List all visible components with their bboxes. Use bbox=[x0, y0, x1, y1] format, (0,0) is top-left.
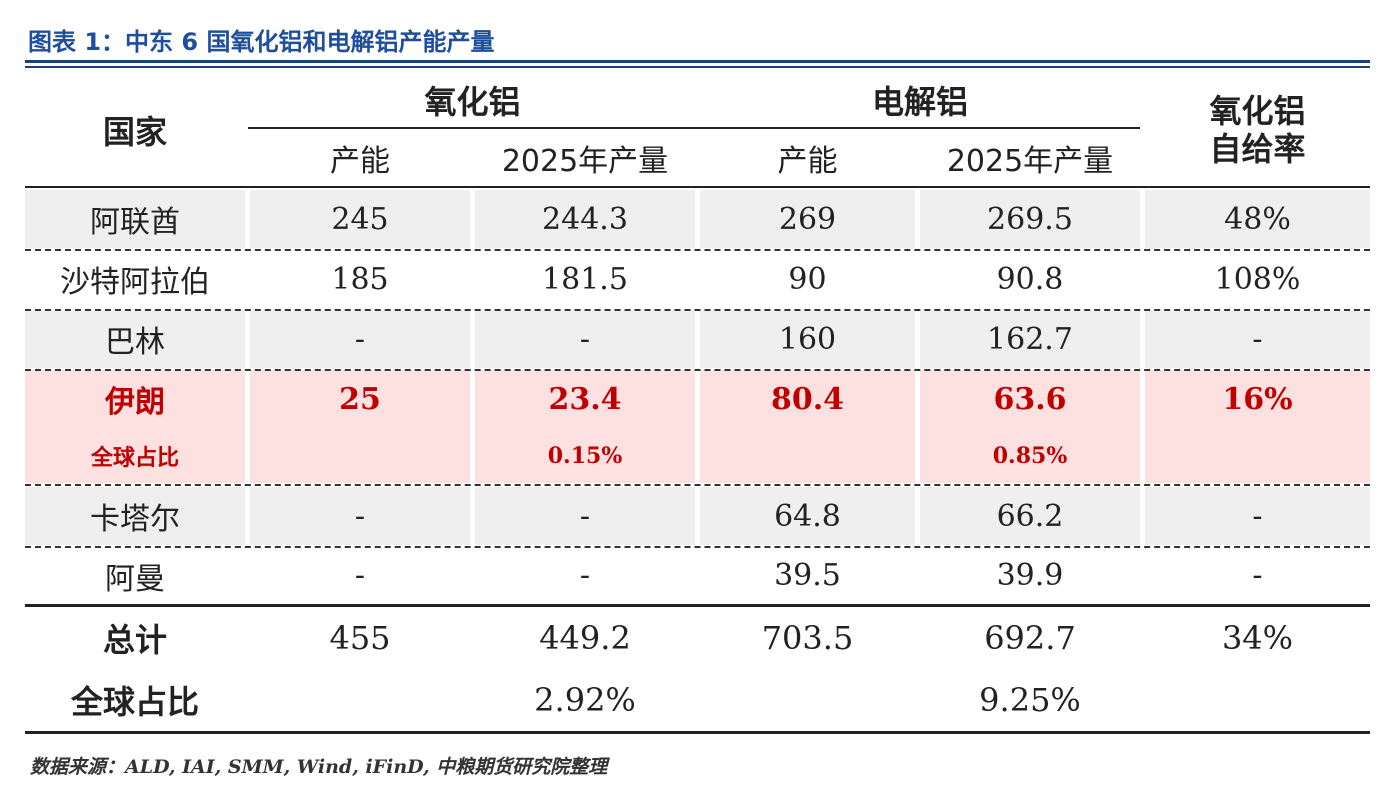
cell-value: - bbox=[354, 321, 366, 357]
cell-value: 66.2 bbox=[996, 498, 1064, 534]
share-value: 0.85% bbox=[992, 442, 1068, 469]
row-divider bbox=[25, 368, 1370, 371]
header-sub: 2025年产量 bbox=[946, 144, 1114, 179]
cell-value: - bbox=[1252, 558, 1263, 593]
cell-value: - bbox=[579, 498, 591, 534]
cell-value: 245 bbox=[331, 201, 389, 237]
source: 数据来源：ALD, IAI, SMM, Wind, iFinD, 中粮期货研究院… bbox=[30, 756, 608, 778]
row-label: 沙特阿拉伯 bbox=[60, 265, 210, 300]
cell-value: 23.4 bbox=[548, 381, 622, 417]
row-label: 卡塔尔 bbox=[90, 502, 180, 537]
cell-value: 16% bbox=[1222, 381, 1293, 417]
cell-value: 90 bbox=[788, 261, 827, 297]
header-ratio: 自给率 bbox=[1209, 130, 1306, 168]
cell-value: 80.4 bbox=[770, 381, 845, 417]
rule bbox=[248, 127, 1140, 129]
share-value: 0.15% bbox=[547, 442, 623, 469]
row-label: 阿联酋 bbox=[90, 205, 180, 240]
cell-value: 108% bbox=[1214, 261, 1301, 297]
rule bbox=[25, 66, 1370, 68]
cell-value: - bbox=[354, 558, 366, 593]
header-group: 电解铝 bbox=[871, 83, 968, 121]
total-value: 449.2 bbox=[539, 618, 631, 657]
row-divider bbox=[25, 308, 1370, 311]
row-divider bbox=[25, 545, 1370, 548]
header-country: 国家 bbox=[102, 113, 167, 151]
cell-value: 64.8 bbox=[774, 498, 841, 534]
cell-value: 25 bbox=[339, 381, 381, 417]
row-label: 巴林 bbox=[105, 325, 165, 360]
cell-value: - bbox=[579, 558, 591, 593]
cell-value: 269 bbox=[778, 201, 837, 237]
row-label: 阿曼 bbox=[105, 561, 165, 597]
cell-value: - bbox=[354, 498, 366, 534]
cell-value: - bbox=[1252, 498, 1263, 534]
rule bbox=[25, 731, 1370, 734]
header-sub: 产能 bbox=[330, 144, 390, 179]
header-sub: 产能 bbox=[777, 144, 838, 179]
cell-value: 90.8 bbox=[996, 261, 1064, 297]
title: 图表 1：中东 6 国氧化铝和电解铝产能产量 bbox=[28, 28, 495, 56]
cell-value: 48% bbox=[1224, 201, 1291, 237]
cell-value: 160 bbox=[778, 321, 837, 357]
header-sub: 2025年产量 bbox=[501, 144, 669, 179]
cell-value: 244.3 bbox=[542, 201, 628, 237]
share-value: 9.25% bbox=[979, 680, 1081, 719]
cell-value: - bbox=[1252, 321, 1263, 357]
rule bbox=[25, 186, 1370, 188]
total-label: 总计 bbox=[102, 620, 167, 659]
share-value: 2.92% bbox=[534, 680, 636, 719]
cell-value: 185 bbox=[331, 261, 389, 297]
row-divider bbox=[25, 248, 1370, 251]
cell-value: - bbox=[579, 321, 591, 357]
cell-value: 162.7 bbox=[987, 321, 1073, 357]
row-label: 伊朗 bbox=[105, 385, 165, 420]
total-value: 455 bbox=[329, 618, 391, 657]
header-ratio: 氧化铝 bbox=[1209, 92, 1306, 130]
total-value: 703.5 bbox=[761, 618, 854, 657]
share-label: 全球占比 bbox=[90, 445, 179, 471]
total-value: 692.7 bbox=[984, 618, 1076, 657]
row-divider bbox=[25, 483, 1370, 486]
cell-value: 39.5 bbox=[774, 558, 841, 593]
rule bbox=[25, 604, 1370, 607]
cell-value: 269.5 bbox=[987, 201, 1073, 237]
cell-value: 63.6 bbox=[993, 381, 1067, 417]
total-value: 34% bbox=[1221, 618, 1294, 657]
header-group: 氧化铝 bbox=[424, 83, 521, 121]
cell-value: 181.5 bbox=[542, 261, 628, 297]
cell-value: 39.9 bbox=[996, 558, 1064, 593]
share-label: 全球占比 bbox=[70, 682, 199, 721]
rule bbox=[25, 60, 1370, 63]
